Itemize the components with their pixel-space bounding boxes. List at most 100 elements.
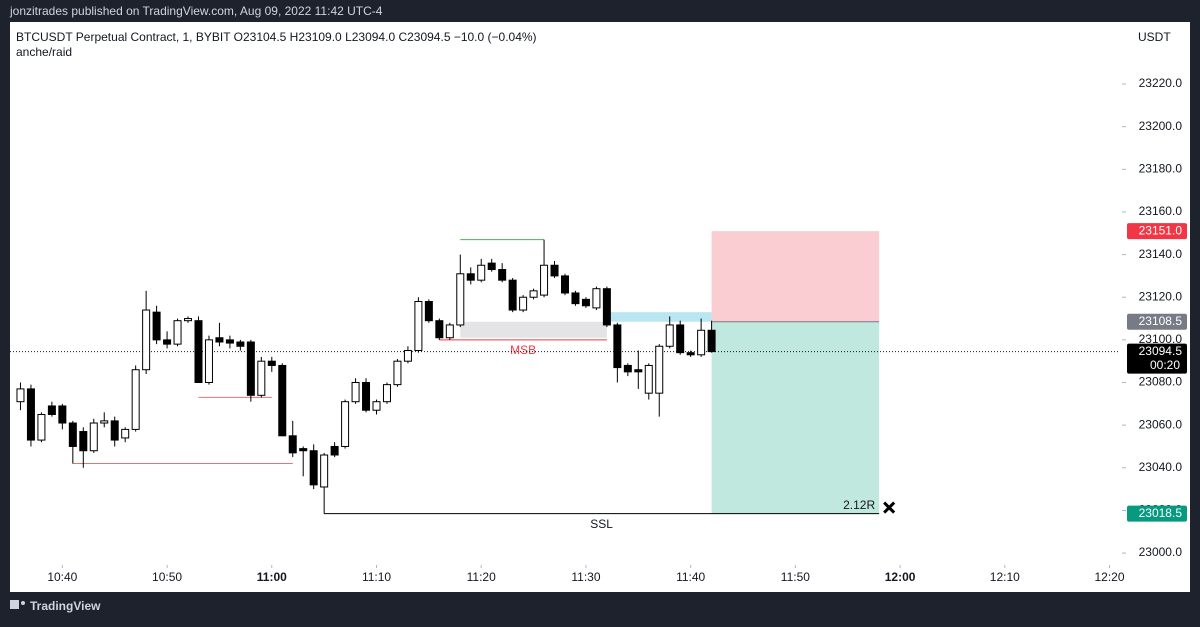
candle-body — [665, 324, 674, 347]
chart-title: BTCUSDT Perpetual Contract, 1, BYBIT O23… — [16, 30, 537, 44]
candle-body — [613, 324, 622, 369]
x-tick-label: 11:30 — [571, 570, 600, 584]
candle-body — [466, 273, 475, 281]
level-label: SSL — [590, 517, 613, 531]
x-tick-label: 12:10 — [990, 570, 1020, 584]
candle-body — [37, 413, 46, 441]
candle-body — [131, 369, 140, 430]
y-tick-label: 23140.0 — [1139, 247, 1183, 261]
level-label: MSB — [510, 343, 536, 357]
y-tick-label: 23220.0 — [1139, 76, 1183, 90]
candle-body — [477, 264, 486, 281]
candle-body — [299, 448, 308, 452]
candle-body — [26, 388, 35, 441]
x-tick-label: 10:40 — [47, 570, 77, 584]
candle-body — [16, 388, 25, 403]
candle-body — [68, 422, 77, 447]
candle-body — [79, 431, 88, 452]
candle-body — [330, 445, 339, 456]
chart-subtitle: anche/raid — [16, 45, 72, 59]
candle-body — [592, 288, 601, 309]
x-tick-label: 11:40 — [676, 570, 705, 584]
y-tick-label: 23040.0 — [1139, 460, 1183, 474]
candle-body — [100, 420, 109, 424]
x-tick-label: 11:10 — [362, 570, 391, 584]
candle-body — [561, 275, 569, 294]
brand[interactable]: TradingView — [30, 599, 101, 613]
x-tick-label: 12:00 — [885, 570, 916, 584]
y-tick-label: 23100.0 — [1139, 332, 1183, 346]
stop-zone — [711, 231, 880, 322]
x-tick-label: 10:50 — [152, 570, 182, 584]
candle-body — [58, 405, 67, 424]
candle-body — [581, 298, 590, 307]
y-tick-label: 23160.0 — [1139, 204, 1183, 218]
price-tag-label: 23108.5 — [1139, 314, 1183, 328]
candle-body — [414, 300, 423, 352]
zone — [606, 312, 712, 322]
candle-body — [540, 264, 549, 296]
candle-body — [393, 360, 402, 386]
candle-body — [309, 450, 318, 486]
candle-body — [204, 339, 213, 384]
candle-body — [246, 341, 255, 396]
publish-info: jonzitrades published on TradingView.com… — [9, 4, 383, 18]
candle-body — [498, 269, 507, 281]
candle-body — [320, 454, 329, 488]
candle-body — [194, 320, 203, 384]
chart-layer: 23000.023020.023040.023060.023080.023100… — [10, 76, 1187, 584]
price-tag — [1127, 343, 1187, 374]
candle-body — [435, 320, 444, 339]
price-tag — [1127, 313, 1187, 330]
candle-body — [267, 360, 276, 366]
candle-body — [225, 339, 234, 344]
y-tick-label: 23180.0 — [1139, 161, 1183, 175]
candle-body — [508, 279, 517, 311]
candle-body — [571, 292, 580, 305]
y-tick-label: 23120.0 — [1139, 289, 1183, 303]
x-tick-label: 11:20 — [467, 570, 496, 584]
y-tick-label: 23000.0 — [1139, 545, 1183, 559]
candle-body — [487, 262, 496, 271]
candle-body — [288, 435, 297, 454]
x-tick-label: 11:50 — [781, 570, 810, 584]
candle-body — [655, 345, 664, 394]
candle-body — [424, 300, 433, 322]
candle-body — [152, 311, 161, 341]
candle-body — [163, 339, 172, 345]
candle-body — [623, 364, 632, 373]
target-zone — [711, 321, 880, 514]
brand-logo — [10, 600, 25, 609]
x-tick-label: 12:20 — [1095, 570, 1125, 584]
candle-body — [89, 422, 98, 452]
price-tag — [1127, 505, 1187, 522]
candle-body — [686, 352, 695, 356]
candle-body — [644, 364, 653, 394]
candle-body — [351, 382, 360, 403]
candle-body — [184, 318, 193, 322]
candle-body — [278, 364, 287, 437]
candle-body — [382, 384, 391, 403]
candle-body — [634, 369, 643, 373]
candle-body — [602, 288, 611, 326]
candle-body — [47, 405, 56, 415]
price-tag — [1127, 223, 1187, 240]
candle-body — [519, 296, 528, 311]
candle-body — [403, 350, 412, 362]
price-tag-label: 23094.5 — [1139, 344, 1183, 358]
zone — [460, 321, 607, 338]
r-multiple: 2.12R — [843, 498, 875, 512]
candle-body — [236, 341, 245, 347]
candle-body — [142, 309, 151, 371]
price-tag-label: 23151.0 — [1139, 223, 1183, 237]
candle-body — [341, 401, 350, 447]
candle-body — [215, 337, 224, 343]
close-icon — [883, 501, 896, 514]
candle-body — [110, 420, 119, 441]
axis-currency: USDT — [1138, 30, 1171, 44]
candle-body — [529, 290, 538, 298]
candle-body — [121, 428, 130, 439]
candle-body — [707, 329, 716, 353]
candle-body — [676, 324, 685, 354]
